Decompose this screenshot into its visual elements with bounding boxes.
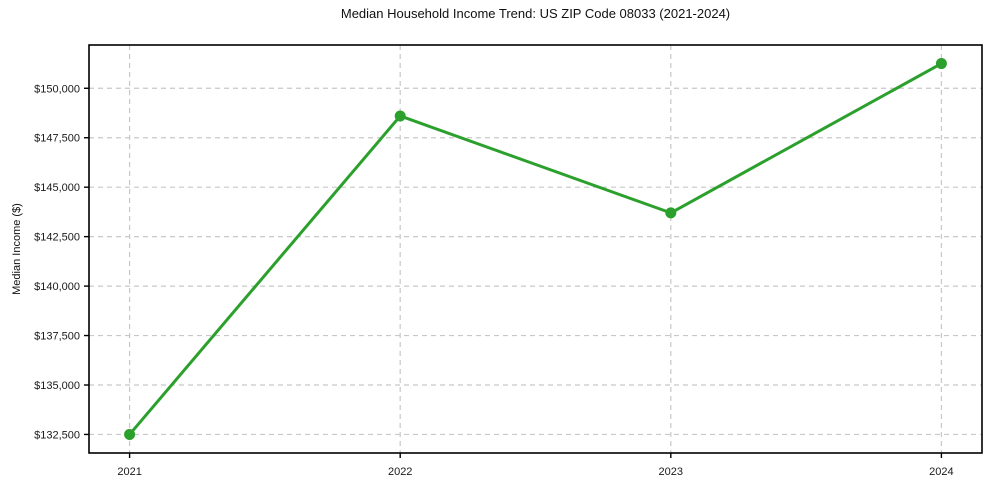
- x-tick-label: 2021: [117, 466, 141, 478]
- x-tick-label: 2024: [929, 466, 953, 478]
- y-tick-label: $147,500: [34, 133, 80, 145]
- y-tick-label: $142,500: [34, 232, 80, 244]
- y-tick-label: $150,000: [34, 83, 80, 95]
- y-tick-label: $132,500: [34, 429, 80, 441]
- y-tick-label: $140,000: [34, 281, 80, 293]
- y-tick-label: $145,000: [34, 182, 80, 194]
- x-tick-label: 2023: [659, 466, 683, 478]
- data-point: [665, 207, 677, 219]
- data-point: [124, 428, 136, 440]
- data-point: [394, 110, 406, 122]
- y-tick-label: $135,000: [34, 380, 80, 392]
- plot-border: [88, 44, 983, 454]
- x-tick-label: 2022: [388, 466, 412, 478]
- trend-line: [128, 62, 943, 436]
- data-point: [935, 58, 947, 70]
- chart-title: Median Household Income Trend: US ZIP Co…: [340, 6, 731, 21]
- y-tick-label: $137,500: [34, 331, 80, 343]
